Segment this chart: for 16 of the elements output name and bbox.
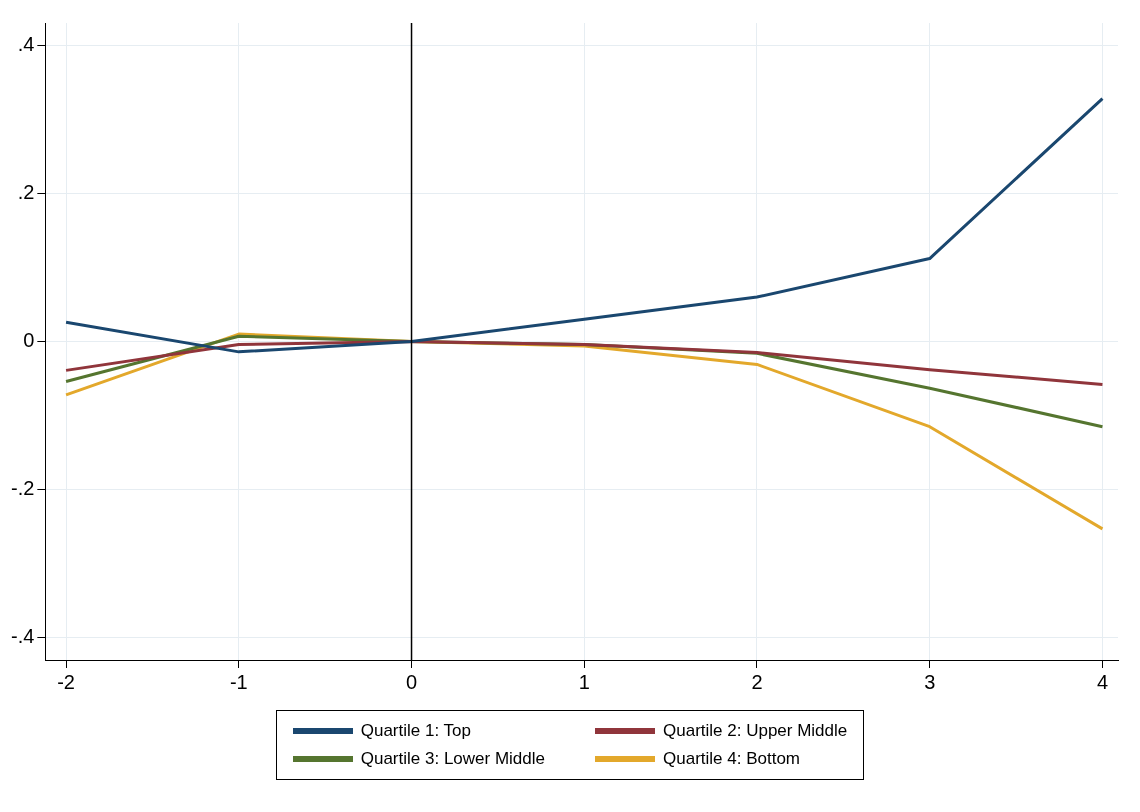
- legend-label: Quartile 1: Top: [360, 721, 471, 741]
- x-tick-label: 2: [751, 670, 763, 693]
- y-tick-label: .2: [17, 180, 35, 203]
- legend-label: Quartile 2: Upper Middle: [663, 721, 848, 741]
- legend-label: Quartile 4: Bottom: [663, 749, 801, 769]
- y-tick-label: 0: [23, 329, 35, 352]
- x-tick-label: 0: [405, 670, 418, 693]
- x-tick-label: 4: [1096, 670, 1109, 693]
- y-tick-label: -.2: [11, 477, 35, 500]
- x-tick-label: 3: [924, 670, 936, 693]
- x-tick-label: 1: [578, 670, 590, 693]
- y-tick-label: -.4: [11, 625, 35, 648]
- x-tick-label: -2: [57, 670, 75, 693]
- legend-label: Quartile 3: Lower Middle: [360, 749, 545, 769]
- x-tick-label: -1: [229, 670, 248, 693]
- y-tick-label: .4: [17, 32, 35, 55]
